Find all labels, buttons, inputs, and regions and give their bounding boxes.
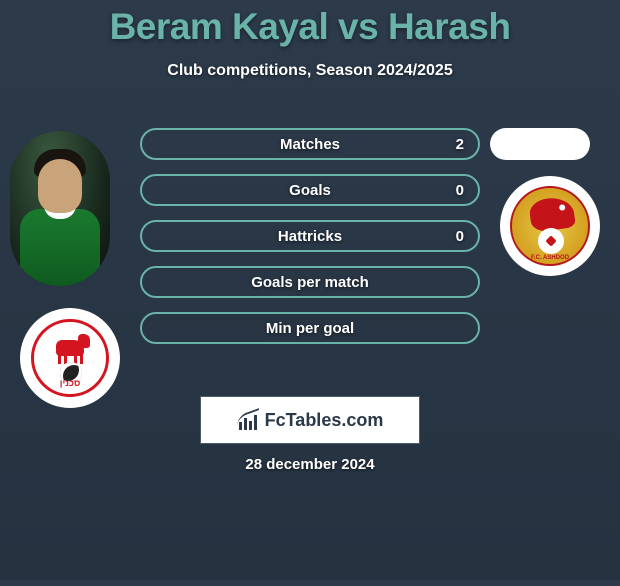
right-club-badge: F.C. ASHDOD <box>500 176 600 276</box>
stat-label: Goals <box>289 182 331 199</box>
stat-label: Matches <box>280 136 340 153</box>
stat-row-matches: Matches 2 <box>140 128 480 160</box>
footer-brand: FcTables.com <box>200 396 420 444</box>
right-player-photo <box>490 128 590 160</box>
date-text: 28 december 2024 <box>0 456 620 473</box>
left-club-badge: סכנין <box>20 308 120 408</box>
football-icon <box>538 228 564 254</box>
stat-row-min-per-goal: Min per goal <box>140 312 480 344</box>
stats-container: Matches 2 Goals 0 Hattricks 0 Goals per … <box>140 128 480 358</box>
left-club-inner: סכנין <box>31 319 109 397</box>
stat-row-goals-per-match: Goals per match <box>140 266 480 298</box>
player-jersey <box>20 209 100 286</box>
left-club-text: סכנין <box>34 378 106 388</box>
player-face <box>38 159 82 213</box>
fctables-chart-icon <box>237 410 261 430</box>
goat-icon <box>50 332 90 362</box>
stat-label: Min per goal <box>266 320 354 337</box>
photo-background <box>10 131 110 286</box>
stat-label: Hattricks <box>278 228 342 245</box>
right-club-inner: F.C. ASHDOD <box>510 186 590 266</box>
stat-row-hattricks: Hattricks 0 <box>140 220 480 252</box>
right-club-text: F.C. ASHDOD <box>512 255 588 261</box>
left-player-photo <box>10 131 110 286</box>
stat-value-right: 0 <box>456 182 464 199</box>
stat-row-goals: Goals 0 <box>140 174 480 206</box>
stat-value-right: 0 <box>456 228 464 245</box>
subtitle: Club competitions, Season 2024/2025 <box>0 62 620 80</box>
page-title: Beram Kayal vs Harash <box>0 6 620 48</box>
stat-value-right: 2 <box>456 136 464 153</box>
footer-brand-text: FcTables.com <box>265 410 384 431</box>
stat-label: Goals per match <box>251 274 369 291</box>
